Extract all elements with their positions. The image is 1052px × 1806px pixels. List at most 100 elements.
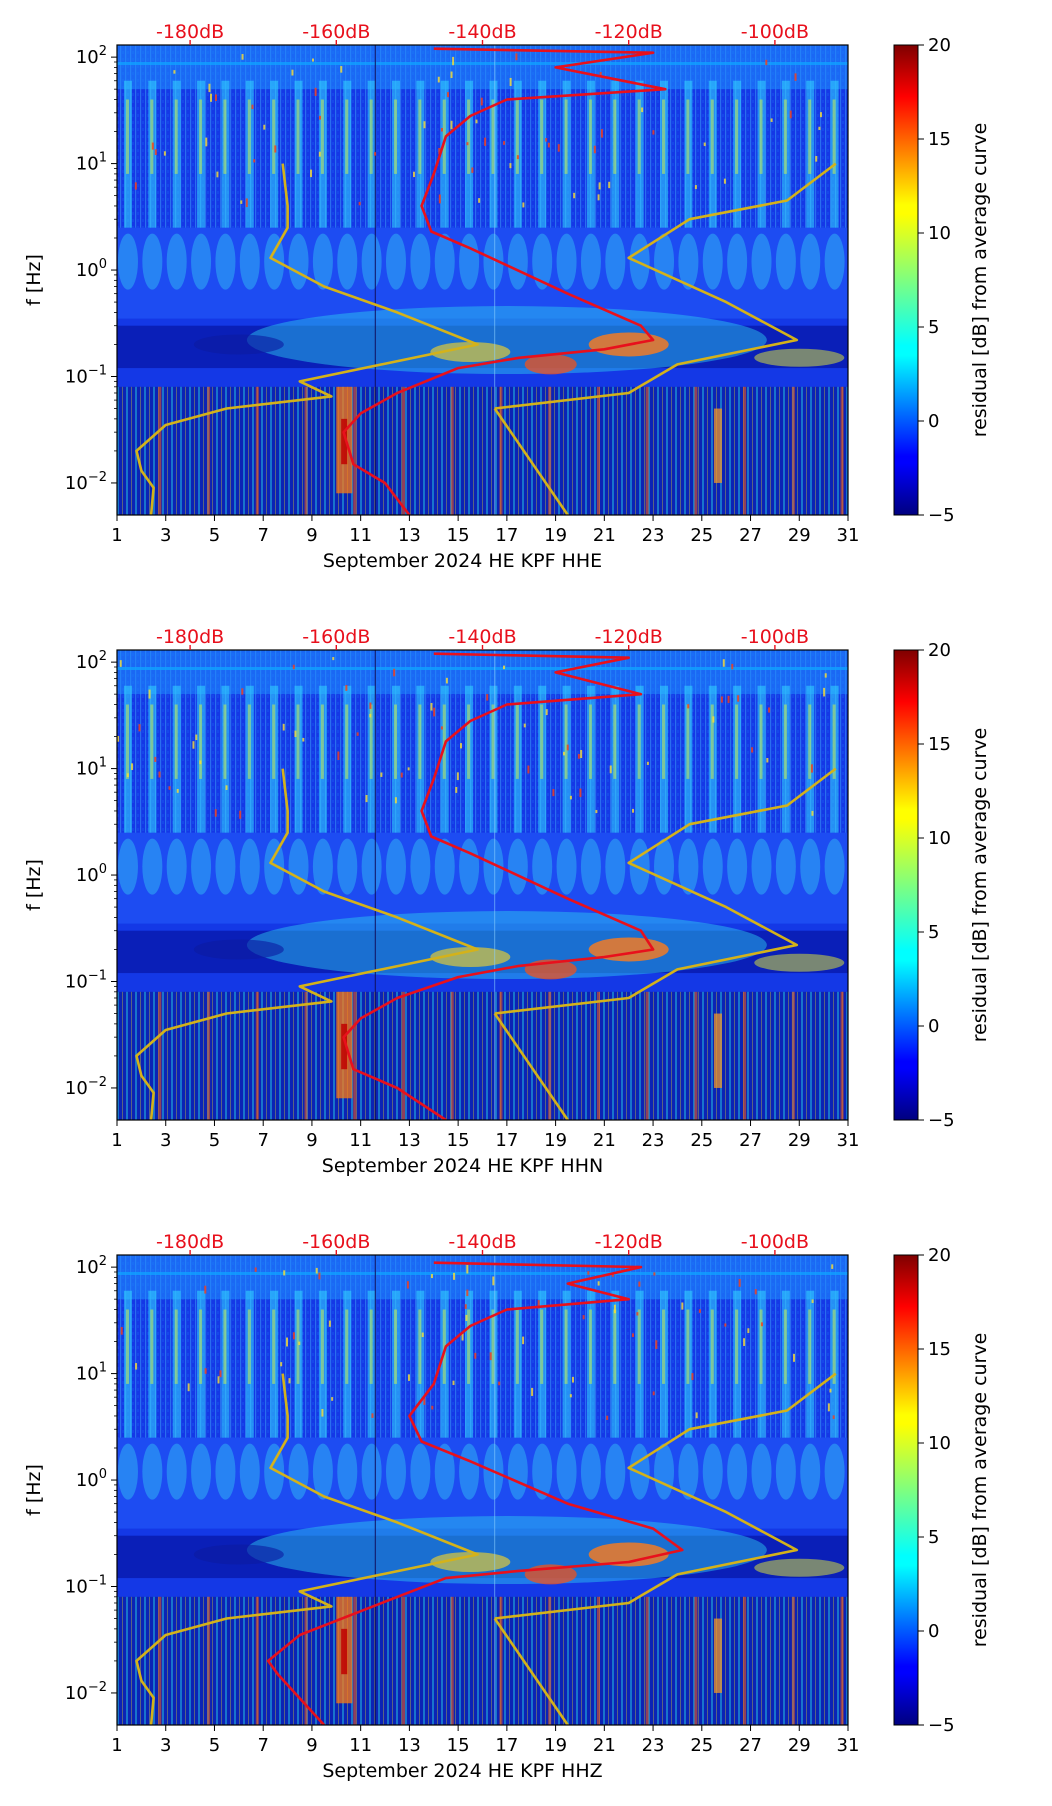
y-tick-label: 100: [76, 862, 107, 886]
x-tick-label: 19: [544, 1130, 567, 1151]
y-tick-label: 102: [76, 44, 107, 68]
y-tick-label: 10−2: [65, 1075, 107, 1099]
y-tick-label: 101: [76, 151, 107, 175]
x-tick-label: 3: [160, 1735, 171, 1756]
x-tick-label: 23: [642, 525, 665, 546]
x-tick-label: 9: [306, 1130, 317, 1151]
y-tick-label: 100: [76, 257, 107, 281]
x-tick-label: 31: [837, 1130, 860, 1151]
y-axis-label: f [Hz]: [23, 1464, 45, 1516]
db-scale-label: -120dB: [595, 1231, 663, 1253]
db-scale-label: -180dB: [156, 1231, 224, 1253]
x-tick-label: 23: [642, 1735, 665, 1756]
x-tick-label: 1: [111, 1130, 122, 1151]
db-scale-label: -180dB: [156, 626, 224, 648]
noise-model-curve: [493, 407, 569, 515]
x-tick-label: 15: [447, 1130, 470, 1151]
noise-model-curve: [135, 163, 479, 515]
noise-model-curve: [135, 1373, 479, 1725]
x-tick-label: 13: [398, 1130, 421, 1151]
x-tick-label: 29: [788, 1130, 811, 1151]
db-scale-label: -180dB: [156, 21, 224, 43]
x-tick-label: 1: [111, 1735, 122, 1756]
y-axis-label: f [Hz]: [23, 859, 45, 911]
colorbar-tick-label: 0: [928, 1621, 939, 1642]
x-tick-label: 15: [447, 525, 470, 546]
db-scale-label: -120dB: [595, 21, 663, 43]
y-tick-label: 10−1: [65, 968, 107, 992]
noise-model-curve: [135, 768, 479, 1120]
noise-model-curve: [494, 767, 837, 1015]
colorbar-label: residual [dB] from average curve: [969, 728, 991, 1043]
x-tick-label: 15: [447, 1735, 470, 1756]
x-tick-label: 19: [544, 525, 567, 546]
x-tick-label: 7: [257, 1130, 268, 1151]
colorbar-tick-label: 0: [928, 1016, 939, 1037]
colorbar: 20 15 10 5 0 −5 residual [dB] from average cur…: [893, 640, 991, 1131]
x-tick-label: 17: [495, 1130, 518, 1151]
colorbar-tick-label: 5: [928, 1527, 939, 1548]
x-tick-label: 3: [160, 1130, 171, 1151]
y-tick-label: 10−2: [65, 470, 107, 494]
colorbar-label: residual [dB] from average curve: [969, 1333, 991, 1648]
median-psd-curve: [266, 1261, 684, 1725]
colorbar: 20 15 10 5 0 −5 residual [dB] from average cur…: [893, 35, 991, 526]
colorbar-tick-label: 0: [928, 411, 939, 432]
spectrogram-image: [117, 1255, 848, 1725]
noise-model-curve: [493, 1012, 569, 1120]
x-tick-label: 7: [257, 525, 268, 546]
x-tick-label: 17: [495, 1735, 518, 1756]
db-scale-label: -100dB: [741, 626, 809, 648]
x-tick-label: 25: [690, 525, 713, 546]
x-tick-label: 19: [544, 1735, 567, 1756]
x-tick-label: 9: [306, 1735, 317, 1756]
colorbar: 20 15 10 5 0 −5 residual [dB] from average cur…: [893, 1245, 991, 1736]
x-tick-label: 21: [593, 1130, 616, 1151]
spectrogram-image: [117, 650, 848, 1120]
colorbar-tick-label: 5: [928, 922, 939, 943]
colorbar-tick-label: 15: [928, 129, 951, 150]
db-scale-label: -140dB: [448, 21, 516, 43]
noise-model-curve: [493, 1617, 569, 1725]
colorbar-label: residual [dB] from average curve: [969, 123, 991, 438]
x-tick-label: 23: [642, 1130, 665, 1151]
colorbar-tick-label: 20: [928, 1245, 951, 1266]
x-tick-label: 17: [495, 525, 518, 546]
x-tick-label: 3: [160, 525, 171, 546]
colorbar-tick-label: 15: [928, 734, 951, 755]
y-tick-label: 100: [76, 1467, 107, 1491]
colorbar-tick-label: 20: [928, 35, 951, 56]
x-tick-label: 13: [398, 525, 421, 546]
colorbar-tick-label: 10: [928, 223, 951, 244]
x-tick-label: 11: [349, 525, 372, 546]
y-axis-label: f [Hz]: [23, 254, 45, 306]
db-scale-label: -140dB: [448, 626, 516, 648]
x-tick-label: 5: [209, 525, 220, 546]
db-scale-label: -160dB: [302, 21, 370, 43]
spectrogram-image: [117, 45, 848, 515]
colorbar-tick-label: −5: [928, 1110, 955, 1131]
colorbar-tick-label: 20: [928, 640, 951, 661]
x-tick-label: 29: [788, 525, 811, 546]
noise-model-curve: [494, 1372, 837, 1620]
x-tick-label: 31: [837, 1735, 860, 1756]
x-tick-label: 1: [111, 525, 122, 546]
colorbar-tick-label: 10: [928, 1433, 951, 1454]
db-scale-label: -100dB: [741, 21, 809, 43]
db-scale-label: -160dB: [302, 1231, 370, 1253]
x-tick-label: 7: [257, 1735, 268, 1756]
x-tick-label: 29: [788, 1735, 811, 1756]
noise-model-curve: [494, 162, 837, 410]
median-psd-curve: [342, 47, 667, 515]
x-tick-label: 31: [837, 525, 860, 546]
colorbar-tick-label: −5: [928, 1715, 955, 1736]
colorbar-tick-label: 10: [928, 828, 951, 849]
db-scale-label: -140dB: [448, 1231, 516, 1253]
y-tick-label: 10−1: [65, 1573, 107, 1597]
x-tick-label: 25: [690, 1735, 713, 1756]
x-tick-label: 5: [209, 1735, 220, 1756]
y-tick-label: 101: [76, 756, 107, 780]
